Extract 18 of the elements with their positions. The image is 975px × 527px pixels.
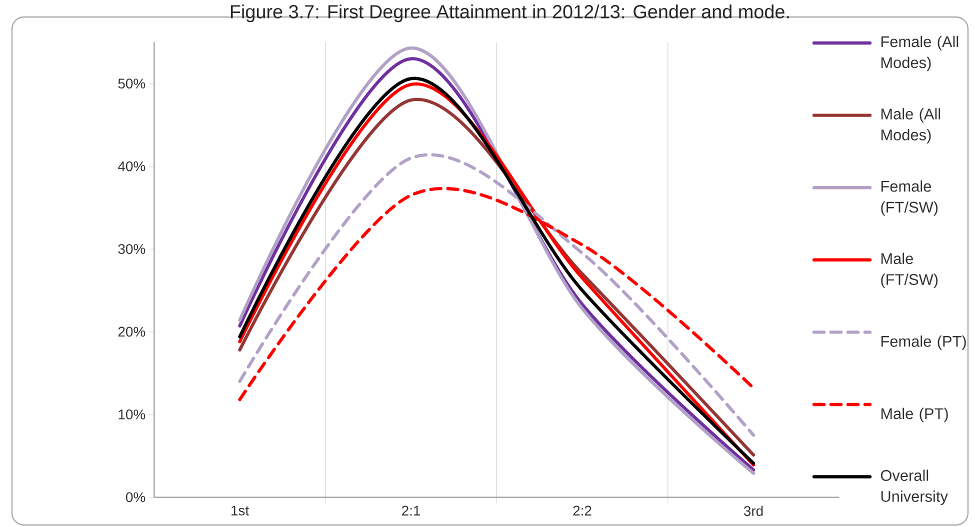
x-tick-label: 2:1: [402, 506, 420, 516]
y-tick-label: 30%: [118, 244, 146, 254]
y-tick-label: 0%: [126, 492, 146, 502]
chart-title: Figure 3.7: First Degree Attainment in 2012/13: Gender and mode.: [230, 4, 789, 22]
legend-label: Female (FT/SW): [881, 180, 938, 216]
legend-label: Overall University: [880, 470, 948, 505]
legend-label: Male (All Modes): [881, 108, 940, 144]
y-tick-label: 50%: [118, 78, 146, 89]
x-tick-label: 1st: [232, 506, 249, 516]
x-tick-label: 3rd: [744, 506, 763, 516]
legend-label: Female (All Modes): [881, 36, 958, 72]
x-tick-label: 2:2: [573, 506, 592, 516]
legend-label: Male (PT): [881, 408, 948, 422]
legend-label: Male (FT/SW): [881, 252, 938, 288]
y-tick-label: 40%: [118, 161, 146, 172]
y-tick-label: 20%: [118, 326, 146, 337]
legend-label: Female (PT): [881, 335, 966, 350]
y-tick-label: 10%: [118, 410, 146, 420]
